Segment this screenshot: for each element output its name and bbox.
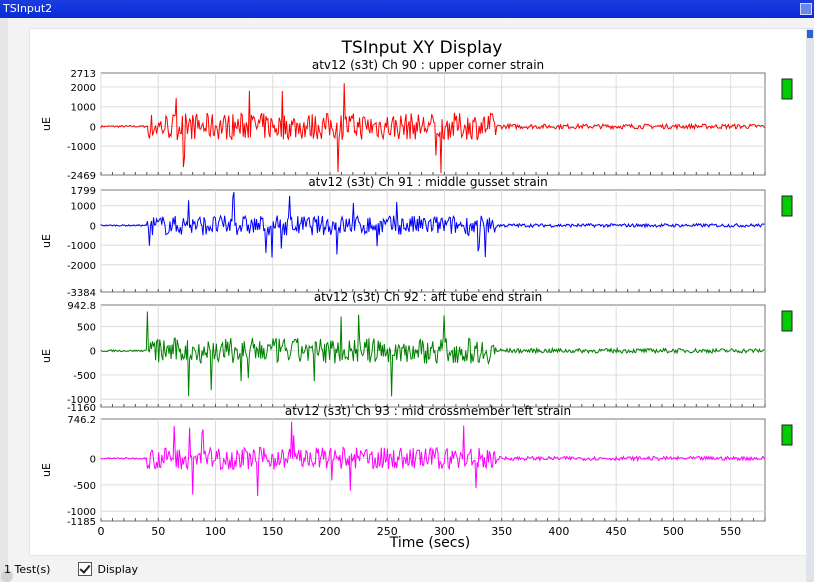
x-tick-label: 100 xyxy=(205,525,226,538)
y-tick-label: -3384 xyxy=(67,288,96,299)
y-tick-label: 0 xyxy=(90,454,96,465)
title-bar: TSInput2 xyxy=(0,0,814,18)
x-axis-label: Time (secs) xyxy=(389,535,471,551)
x-tick-label: 50 xyxy=(151,525,165,538)
signal-trace xyxy=(100,192,765,258)
y-tick-label: 746.2 xyxy=(67,415,96,426)
chart-title: atv12 (s3t) Ch 93 : mid crossmember left… xyxy=(285,404,571,418)
x-tick-label: 400 xyxy=(548,525,569,538)
scroll-thumb[interactable] xyxy=(807,30,813,38)
y-tick-label: -2469 xyxy=(67,171,96,182)
y-tick-label: 500 xyxy=(77,322,96,333)
plot-area xyxy=(100,189,766,293)
x-tick-label: 150 xyxy=(262,525,283,538)
y-axis-label: uE xyxy=(40,117,53,131)
chart-title: atv12 (s3t) Ch 90 : upper corner strain xyxy=(312,58,544,72)
y-tick-label: -1000 xyxy=(67,507,96,518)
restore-button[interactable] xyxy=(800,3,812,15)
y-tick-label: 2713 xyxy=(71,69,96,80)
left-edge xyxy=(0,18,8,582)
channel-indicator xyxy=(781,310,793,332)
display-checkbox[interactable] xyxy=(78,562,93,576)
y-tick-label: -500 xyxy=(73,371,96,382)
signal-trace xyxy=(100,421,765,497)
test-count: 1 Test(s) xyxy=(4,562,51,576)
y-tick-label: -2000 xyxy=(67,261,96,272)
y-axis-label: uE xyxy=(40,234,53,248)
signal-trace xyxy=(100,311,765,397)
x-tick-label: 250 xyxy=(377,525,398,538)
y-tick-label: 1799 xyxy=(71,186,96,197)
y-axis-label: uE xyxy=(40,349,53,363)
y-tick-label: 2000 xyxy=(71,83,96,94)
x-tick-label: 550 xyxy=(720,525,741,538)
y-tick-label: -1000 xyxy=(67,395,96,406)
plot-panel: TSInput XY Display Time (secs) atv12 (s3… xyxy=(29,28,808,556)
x-tick-label: 0 xyxy=(98,525,105,538)
y-tick-label: 0 xyxy=(90,221,96,232)
display-checkbox-label: Display xyxy=(97,562,139,576)
resize-knob[interactable] xyxy=(1,570,13,582)
vertical-scrollbar[interactable] xyxy=(806,28,814,582)
channel-indicator xyxy=(781,195,793,217)
x-tick-label: 350 xyxy=(491,525,512,538)
plot-area xyxy=(100,418,766,522)
footer-bar: 1 Test(s) Display xyxy=(4,559,138,579)
x-tick-label: 300 xyxy=(434,525,455,538)
plot-area xyxy=(100,304,766,408)
y-tick-label: -1160 xyxy=(67,403,96,414)
signal-trace xyxy=(100,83,765,174)
x-tick-label: 450 xyxy=(606,525,627,538)
y-tick-label: 1000 xyxy=(71,202,96,213)
channel-indicator xyxy=(781,424,793,446)
y-tick-label: 0 xyxy=(90,347,96,358)
y-tick-label: -500 xyxy=(73,481,96,492)
x-tick-label: 500 xyxy=(663,525,684,538)
channel-indicator xyxy=(781,78,793,100)
y-tick-label: 1000 xyxy=(71,103,96,114)
y-tick-label: -1000 xyxy=(67,241,96,252)
y-tick-label: -1000 xyxy=(67,142,96,153)
x-tick-label: 200 xyxy=(319,525,340,538)
plot-area xyxy=(100,72,766,176)
xy-display-plots: TSInput XY Display Time (secs) atv12 (s3… xyxy=(40,38,793,551)
window-title: TSInput2 xyxy=(3,2,53,15)
chart-title: atv12 (s3t) Ch 92 : aft tube end strain xyxy=(314,290,542,304)
chart-title: atv12 (s3t) Ch 91 : middle gusset strain xyxy=(308,175,547,189)
y-tick-label: 0 xyxy=(90,122,96,133)
y-tick-label: 942.8 xyxy=(67,301,96,312)
display-title: TSInput XY Display xyxy=(341,38,503,58)
y-tick-label: -1185 xyxy=(67,517,96,528)
y-axis-label: uE xyxy=(40,463,53,477)
